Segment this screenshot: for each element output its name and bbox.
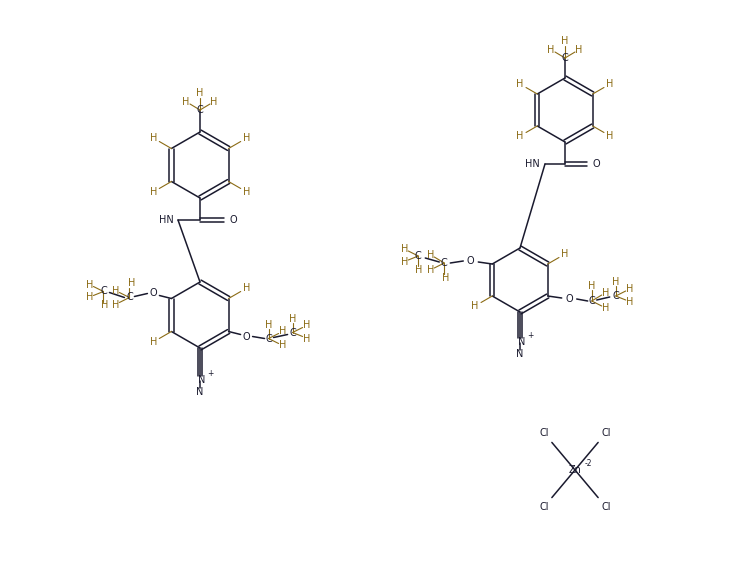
Text: H: H [562,36,569,46]
Text: H: H [112,286,119,295]
Text: H: H [182,97,189,107]
Text: H: H [211,97,218,107]
Text: C: C [562,53,568,63]
Text: H: H [243,187,250,197]
Text: H: H [516,131,523,141]
Text: N: N [518,337,526,347]
Text: H: H [401,257,408,267]
Text: O: O [229,215,237,225]
Text: H: H [426,265,434,275]
Text: HN: HN [525,159,539,169]
Text: N: N [196,387,204,397]
Text: C: C [197,105,203,115]
Text: C: C [589,296,595,306]
Text: H: H [471,301,479,311]
Text: H: H [626,284,633,294]
Text: HN: HN [159,215,173,225]
Text: -2: -2 [584,459,592,469]
Text: Cl: Cl [601,428,611,438]
Text: H: H [575,45,583,55]
Text: N: N [198,375,206,385]
Text: H: H [626,297,633,307]
Text: C: C [415,251,421,261]
Text: O: O [150,288,157,299]
Text: H: H [548,45,555,55]
Text: +: + [207,369,213,378]
Text: H: H [562,249,569,259]
Text: H: H [112,300,119,311]
Text: H: H [128,279,135,288]
Text: H: H [602,288,609,298]
Text: C: C [126,292,133,303]
Text: C: C [289,328,296,337]
Text: H: H [196,88,204,98]
Text: H: H [516,79,523,89]
Text: H: H [442,273,449,283]
Text: H: H [279,340,286,351]
Text: C: C [441,258,448,268]
Text: H: H [279,327,286,336]
Text: O: O [243,332,250,341]
Text: O: O [467,256,474,266]
Text: Cl: Cl [539,428,549,438]
Text: H: H [606,79,614,89]
Text: H: H [289,314,297,324]
Text: H: H [150,187,157,197]
Text: Zn: Zn [569,465,581,475]
Text: +: + [527,332,533,340]
Text: C: C [265,333,272,344]
Text: H: H [602,303,609,313]
Text: C: C [612,291,619,301]
Text: O: O [566,294,573,304]
Text: H: H [101,300,108,311]
Text: O: O [592,159,600,169]
Text: H: H [243,283,250,293]
Text: C: C [100,287,106,296]
Text: H: H [415,265,422,275]
Text: H: H [303,333,310,344]
Text: H: H [606,131,614,141]
Text: Cl: Cl [601,502,611,512]
Text: H: H [588,281,595,291]
Text: H: H [401,244,408,254]
Text: H: H [265,320,272,329]
Text: H: H [303,320,310,331]
Text: H: H [86,279,93,290]
Text: H: H [150,337,157,347]
Text: H: H [150,133,157,143]
Text: H: H [426,250,434,260]
Text: H: H [86,292,93,303]
Text: H: H [612,277,619,287]
Text: Cl: Cl [539,502,549,512]
Text: H: H [243,133,250,143]
Text: N: N [516,349,523,359]
